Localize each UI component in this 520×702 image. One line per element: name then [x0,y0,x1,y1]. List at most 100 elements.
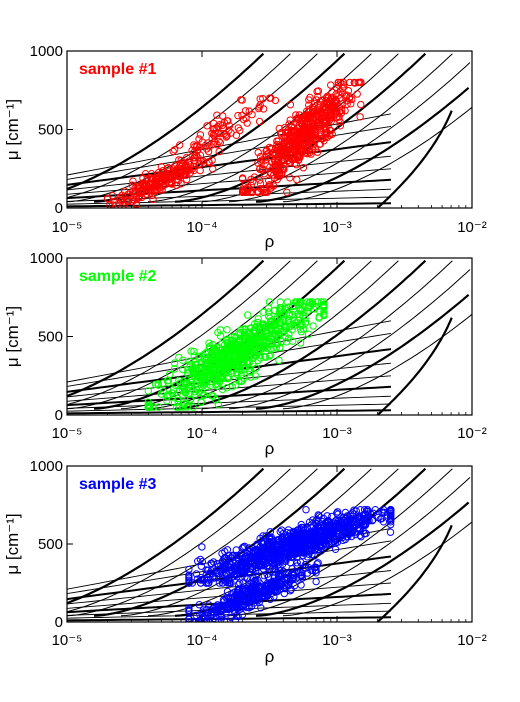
data-point [133,183,141,191]
data-point [295,156,303,164]
data-point [209,165,217,173]
data-point [265,176,273,185]
data-point [285,323,294,331]
data-point [309,109,318,117]
data-point [187,395,195,403]
data-point [271,166,279,175]
data-point [215,147,223,156]
data-point [276,303,284,312]
data-point [270,333,278,341]
y-tick-label: 500 [38,536,63,553]
data-point [218,385,227,394]
data-point [223,384,231,392]
data-point [207,377,216,386]
data-point [307,150,315,158]
data-point [180,387,189,396]
data-point [132,201,140,208]
data-point [193,383,201,392]
data-point [169,147,177,156]
x-tick-label: 10⁻⁴ [186,425,217,442]
data-point [265,312,273,321]
data-point [284,315,293,323]
data-point [129,177,137,185]
data-point [285,319,294,327]
data-point [255,103,263,111]
data-point [290,136,298,144]
data-point [320,301,328,310]
grid-curve [376,317,453,415]
data-point [106,201,114,208]
data-point [274,581,282,590]
data-point [213,111,221,119]
data-point [194,146,202,154]
data-point [300,113,308,122]
grid-curve [376,524,453,622]
data-point [294,549,303,557]
data-point [295,538,304,546]
grid-curve [67,385,392,407]
data-point [265,143,274,152]
data-point [238,567,247,575]
data-point [286,101,295,109]
data-point [272,331,280,339]
data-point [280,589,288,598]
data-point [296,339,305,347]
data-point [198,557,207,566]
data-point [259,553,267,561]
data-point [223,343,231,352]
x-tick-label: 10⁻³ [322,219,352,236]
data-point [257,604,265,612]
data-point [241,336,249,344]
data-point [252,352,261,360]
data-point [267,320,276,329]
data-point [275,308,284,316]
data-point [237,377,245,385]
data-point [163,392,172,401]
data-point [238,188,247,197]
grid-curve [201,260,453,410]
data-point [316,98,324,106]
data-point [259,562,267,570]
grid-curve [67,570,392,605]
data-point [274,559,282,567]
data-point [192,570,201,578]
data-point [190,352,198,360]
y-tick-label: 500 [38,122,63,139]
data-point [269,344,278,352]
data-point [135,194,143,202]
data-point [314,87,323,95]
grid-curve [67,409,392,415]
data-point [371,506,379,514]
data-point [156,178,165,187]
data-point [262,586,270,594]
data-point [293,540,302,548]
data-point [200,374,208,382]
data-point [227,604,235,612]
data-point [222,349,230,357]
data-point [387,518,395,526]
x-tick-label: 10⁻⁴ [186,632,217,649]
data-point [283,537,291,545]
data-point [144,387,153,395]
data-point [346,78,354,87]
data-point [183,379,191,387]
data-point [144,403,153,411]
data-point [247,175,255,184]
data-point [239,564,247,572]
data-point [179,403,188,411]
data-point [224,561,232,569]
data-point [257,325,265,333]
data-point [284,542,293,550]
data-point [184,370,192,378]
chart-panel-2: 10⁻⁵ 10⁻⁴ 10⁻³ 10⁻² 0 500 1000 ρ μ [cm⁻¹] sample … [3,250,487,458]
data-point [351,530,360,539]
data-point [378,514,386,523]
chart-panel-3: 10⁻⁵ 10⁻⁴ 10⁻³ 10⁻² 0 500 1000 ρ μ [cm⁻¹] sample … [3,458,487,666]
data-point [360,506,369,514]
data-point [355,78,364,87]
data-point [218,371,226,380]
data-point [254,332,262,340]
data-point [185,357,193,365]
data-point [177,180,185,188]
data-point [222,594,231,602]
